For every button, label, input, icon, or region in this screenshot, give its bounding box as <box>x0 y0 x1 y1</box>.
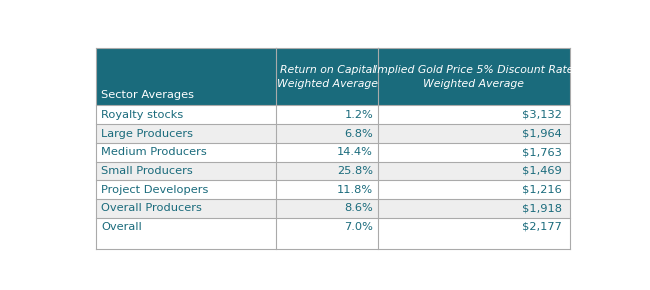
Text: Project Developers: Project Developers <box>101 184 209 195</box>
Text: $2,177: $2,177 <box>522 222 562 232</box>
Text: 6.8%: 6.8% <box>344 128 373 139</box>
Text: $3,132: $3,132 <box>522 110 562 120</box>
Text: Large Producers: Large Producers <box>101 128 194 139</box>
Text: $1,763: $1,763 <box>522 147 562 157</box>
Text: $1,964: $1,964 <box>522 128 562 139</box>
Text: Overall: Overall <box>101 222 142 232</box>
Text: 1.2%: 1.2% <box>344 110 373 120</box>
Bar <box>96 162 570 180</box>
Text: Small Producers: Small Producers <box>101 166 193 176</box>
Bar <box>96 143 570 162</box>
Bar <box>96 106 570 124</box>
Text: 25.8%: 25.8% <box>337 166 373 176</box>
Bar <box>96 124 570 143</box>
Text: Return on Capital
Weighted Average: Return on Capital Weighted Average <box>277 65 378 89</box>
Bar <box>96 48 570 106</box>
Text: 7.0%: 7.0% <box>344 222 373 232</box>
Text: Royalty stocks: Royalty stocks <box>101 110 184 120</box>
Text: Medium Producers: Medium Producers <box>101 147 207 157</box>
Bar <box>96 199 570 218</box>
Text: 8.6%: 8.6% <box>344 203 373 213</box>
Text: 11.8%: 11.8% <box>337 184 373 195</box>
Text: $1,469: $1,469 <box>522 166 562 176</box>
Text: Sector Averages: Sector Averages <box>101 90 194 100</box>
Bar <box>96 180 570 199</box>
Text: Overall Producers: Overall Producers <box>101 203 202 213</box>
Text: $1,216: $1,216 <box>522 184 562 195</box>
Text: $1,918: $1,918 <box>522 203 562 213</box>
Bar <box>96 218 570 236</box>
Text: Implied Gold Price 5% Discount Rate
Weighted Average: Implied Gold Price 5% Discount Rate Weig… <box>374 65 574 89</box>
Text: 14.4%: 14.4% <box>337 147 373 157</box>
